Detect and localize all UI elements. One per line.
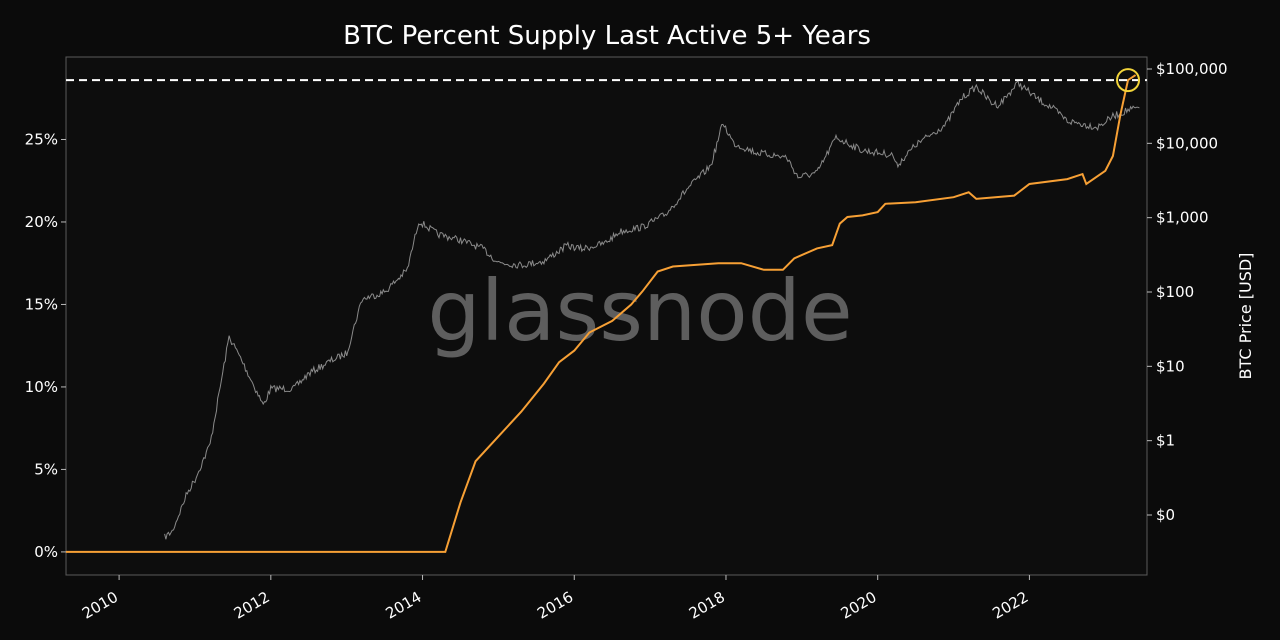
y-right-tick-label: $1 [1156, 432, 1175, 450]
y-right-axis-label: BTC Price [USD] [1236, 253, 1255, 380]
y-right-tick-label: $10 [1156, 357, 1185, 375]
watermark: glassnode [427, 262, 852, 360]
y-left-tick-label: 15% [25, 295, 58, 313]
y-right-tick-label: $100 [1156, 283, 1194, 301]
highlight-circle [1116, 68, 1141, 93]
y-left-axis: 0% 5% 10% 15% 20% 25% [25, 130, 66, 561]
btc-price-line [164, 79, 1140, 540]
y-right-tick-label: $1,000 [1156, 209, 1209, 227]
y-left-tick-label: 20% [25, 213, 58, 231]
y-left-tick-label: 25% [25, 130, 58, 148]
y-left-tick-label: 0% [34, 543, 58, 561]
y-right-tick-label: $0 [1156, 506, 1175, 524]
overlay-layer [66, 68, 1147, 93]
y-right-axis: $0 $1 $10 $100 $1,000 $10,000 $100,000 [1147, 60, 1228, 524]
chart-title: BTC Percent Supply Last Active 5+ Years [343, 21, 871, 51]
y-left-tick-label: 10% [25, 378, 58, 396]
series-layer [66, 74, 1140, 553]
plot-area [65, 56, 1148, 576]
y-left-tick-label: 5% [34, 460, 58, 478]
y-right-tick-label: $10,000 [1156, 134, 1218, 152]
y-right-tick-label: $100,000 [1156, 60, 1228, 78]
supply-5y-line [66, 74, 1137, 553]
